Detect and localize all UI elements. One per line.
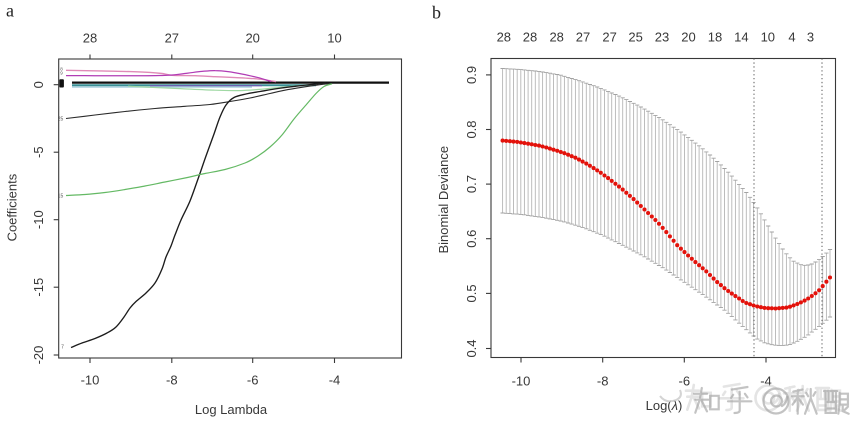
- svg-text:28: 28: [83, 31, 97, 46]
- svg-text:0.5: 0.5: [464, 284, 479, 302]
- svg-text:28: 28: [497, 30, 511, 45]
- svg-text:0: 0: [31, 81, 46, 88]
- svg-text:10: 10: [327, 31, 341, 46]
- svg-text:0.4: 0.4: [464, 339, 479, 357]
- svg-text:18: 18: [708, 30, 722, 45]
- svg-text:0.6: 0.6: [464, 230, 479, 248]
- svg-text:8: 8: [60, 67, 63, 72]
- svg-text:-10: -10: [512, 374, 531, 389]
- svg-text:Binomial Deviance: Binomial Deviance: [436, 146, 451, 254]
- svg-text:Coefficients: Coefficients: [4, 173, 19, 241]
- svg-text:28: 28: [549, 30, 563, 45]
- svg-text:-5: -5: [31, 146, 46, 158]
- svg-text:-15: -15: [31, 278, 46, 297]
- svg-text:-10: -10: [81, 373, 100, 388]
- svg-text:15: 15: [58, 194, 64, 200]
- svg-text:4: 4: [788, 30, 795, 45]
- svg-text:14: 14: [734, 30, 748, 45]
- svg-text:-4: -4: [329, 373, 341, 388]
- svg-text:0.9: 0.9: [464, 66, 479, 84]
- svg-text:-20: -20: [31, 346, 46, 365]
- svg-text:-4: -4: [760, 374, 772, 389]
- svg-text:27: 27: [165, 31, 179, 46]
- svg-text:-6: -6: [247, 373, 259, 388]
- svg-text:20: 20: [681, 30, 695, 45]
- svg-text:-8: -8: [166, 373, 178, 388]
- svg-text:a: a: [6, 1, 14, 21]
- svg-text:27: 27: [602, 30, 616, 45]
- svg-text:0.7: 0.7: [464, 175, 479, 193]
- svg-text:23: 23: [655, 30, 669, 45]
- svg-text:27: 27: [576, 30, 590, 45]
- svg-text:0.8: 0.8: [464, 120, 479, 138]
- svg-text:28: 28: [523, 30, 537, 45]
- svg-text:10: 10: [761, 30, 775, 45]
- svg-text:20: 20: [245, 31, 259, 46]
- svg-text:25: 25: [58, 117, 64, 123]
- svg-text:b: b: [432, 3, 441, 23]
- svg-text:25: 25: [628, 30, 642, 45]
- svg-text:-10: -10: [31, 210, 46, 229]
- svg-text:Log Lambda: Log Lambda: [195, 402, 268, 417]
- svg-text:9: 9: [60, 71, 63, 76]
- svg-text:3: 3: [807, 30, 814, 45]
- svg-text:-6: -6: [679, 374, 691, 389]
- svg-text:7: 7: [61, 345, 64, 351]
- svg-text:-8: -8: [597, 374, 609, 389]
